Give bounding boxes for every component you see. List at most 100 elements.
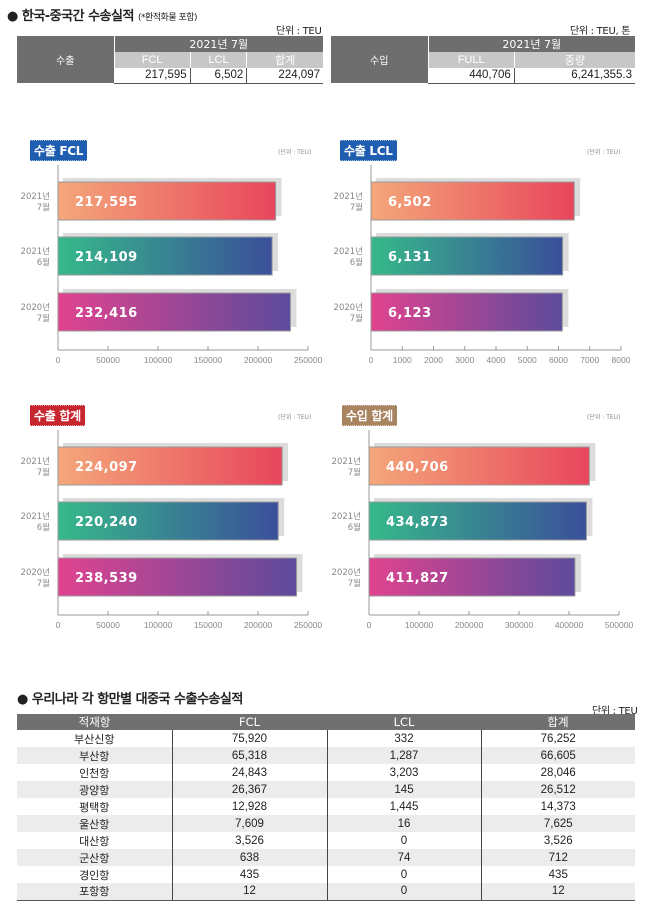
category-label-month: 7월 <box>350 202 363 213</box>
category-label-month: 7월 <box>37 313 50 324</box>
x-tick-label: 200000 <box>244 620 273 630</box>
table-row: 평택항 12,928 1,445 14,373 <box>17 798 635 815</box>
import-unit: 단위 : TEU, 톤 <box>570 26 631 37</box>
total-value: 12 <box>480 883 635 901</box>
export-row-header: 수출 <box>17 36 114 83</box>
total-value: 3,526 <box>480 832 635 849</box>
total-value: 66,605 <box>480 747 635 764</box>
bar-value-label: 232,416 <box>75 306 138 321</box>
col-lcl: LCL <box>327 714 481 730</box>
export-col-fcl: FCL <box>113 52 191 68</box>
bar <box>57 181 277 221</box>
x-tick-label: 2000 <box>424 355 443 365</box>
table-row: 경인항 435 0 435 <box>17 866 635 883</box>
lcl-value: 1,445 <box>326 798 481 815</box>
x-tick-label: 0 <box>56 355 61 365</box>
bar <box>370 236 564 276</box>
col-total: 합계 <box>481 714 635 730</box>
bar <box>370 292 563 332</box>
section1-title: ● 한국-중국간 수송실적 (*환적화물 포함) <box>7 5 198 24</box>
lcl-value: 0 <box>326 866 481 883</box>
chart-badge: 수출 합계 <box>30 405 85 426</box>
category-label-month: 6월 <box>37 522 50 533</box>
table-row: 인천항 24,843 3,203 28,046 <box>17 764 635 781</box>
fcl-value: 26,367 <box>171 781 327 798</box>
fcl-value: 24,843 <box>171 764 327 781</box>
bar <box>57 236 273 276</box>
bar-value-label: 6,123 <box>388 306 432 321</box>
category-label-month: 7월 <box>348 578 361 589</box>
chart-svg: 0 50000 100000 150000 200000 250000 217,595 202… <box>21 165 322 365</box>
x-tick-label: 300000 <box>505 620 534 630</box>
chart-unit: (단위 : TEU) <box>587 149 621 156</box>
port-table-header: 적재항 FCL LCL 합계 <box>17 714 635 730</box>
x-tick-label: 50000 <box>96 620 120 630</box>
x-tick-label: 100000 <box>144 620 173 630</box>
bar <box>57 292 291 332</box>
x-tick-label: 50000 <box>96 355 120 365</box>
port-name: 포항항 <box>17 883 172 901</box>
category-label-month: 6월 <box>37 257 50 268</box>
bar-value-label: 220,240 <box>75 515 138 530</box>
import-col-full: FULL <box>427 52 515 68</box>
bar-value-label: 411,827 <box>386 571 449 586</box>
import-col-weight: 중량 <box>513 52 635 68</box>
bar <box>370 181 575 221</box>
chart-badge: 수출 LCL <box>340 140 397 161</box>
chart-unit: (단위 : TEU) <box>278 414 312 421</box>
section2-unit: 단위 : TEU <box>592 706 638 717</box>
chart-import-total: 수입 합계 (단위 : TEU) 0 100000 200000 300000 400000… <box>325 395 650 640</box>
category-label-year: 2021년 <box>334 191 363 202</box>
bar <box>368 501 587 541</box>
category-label-year: 2021년 <box>332 456 361 467</box>
port-name: 군산항 <box>17 849 172 866</box>
lcl-value: 0 <box>326 832 481 849</box>
chart-export-total: 수출 합계 (단위 : TEU) 0 50000 100000 150000 200000 2… <box>0 395 330 640</box>
x-tick-label: 400000 <box>555 620 584 630</box>
total-value: 76,252 <box>480 730 635 747</box>
x-tick-label: 3000 <box>455 355 474 365</box>
category-label-year: 2021년 <box>21 246 50 257</box>
chart-unit: (단위 : TEU) <box>587 414 621 421</box>
export-period: 2021년 7월 <box>113 36 323 52</box>
chart-svg: 0 100000 200000 300000 400000 500000 440,706 20… <box>332 430 633 630</box>
fcl-value: 65,318 <box>171 747 327 764</box>
x-tick-label: 0 <box>367 620 372 630</box>
lcl-value: 0 <box>326 883 481 901</box>
port-name: 울산항 <box>17 815 172 832</box>
bar-value-label: 6,502 <box>388 195 432 210</box>
category-label-month: 7월 <box>350 313 363 324</box>
lcl-value: 3,203 <box>326 764 481 781</box>
col-port: 적재항 <box>17 714 172 730</box>
port-table: 적재항 FCL LCL 합계 부산신항 75,920 332 76,252 부산항 65,… <box>17 714 635 901</box>
total-value: 435 <box>480 866 635 883</box>
fcl-value: 12,928 <box>171 798 327 815</box>
total-value: 14,373 <box>480 798 635 815</box>
chart-badge: 수입 합계 <box>342 405 397 426</box>
x-tick-label: 100000 <box>144 355 173 365</box>
port-name: 평택항 <box>79 800 110 814</box>
bar-value-label: 224,097 <box>75 460 138 475</box>
lcl-value: 1,287 <box>326 747 481 764</box>
port-name: 부산항 <box>17 747 172 764</box>
lcl-value: 16 <box>326 815 481 832</box>
section1-title-text: ● 한국-중국간 수송실적 <box>7 9 134 24</box>
export-col-lcl: LCL <box>189 52 247 68</box>
category-label-month: 6월 <box>350 257 363 268</box>
category-label-month: 7월 <box>37 578 50 589</box>
import-row-header: 수입 <box>331 36 428 83</box>
x-tick-label: 1000 <box>393 355 412 365</box>
export-unit: 단위 : TEU <box>276 26 322 37</box>
chart-export-fcl: 수출 FCL (단위 : TEU) 0 50000 100000 150000 200000… <box>0 130 330 375</box>
port-name: 인천항 <box>79 766 110 780</box>
fcl-value: 638 <box>171 849 327 866</box>
total-value: 7,625 <box>480 815 635 832</box>
import-period: 2021년 7월 <box>427 36 635 52</box>
bar <box>368 446 590 486</box>
total-value: 28,046 <box>480 764 635 781</box>
export-val-total: 224,097 <box>246 68 323 84</box>
table-row: 부산항 65,318 1,287 66,605 <box>17 747 635 764</box>
fcl-value: 75,920 <box>171 730 327 747</box>
x-tick-label: 200000 <box>455 620 484 630</box>
x-tick-label: 5000 <box>518 355 537 365</box>
